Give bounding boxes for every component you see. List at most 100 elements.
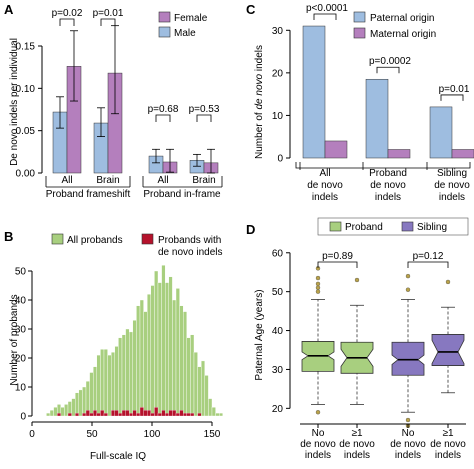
panel-b-bar-with-indels [179,410,184,417]
panel-d-ytick-label: 50 [272,287,284,298]
panel-b-bar-all [164,282,169,417]
panel-d-pvalue-bracket [407,261,449,268]
panel-c-bar-maternal [324,140,348,159]
panel-b-bar-all [118,337,123,417]
panel-b-bar-with-indels [154,407,159,417]
legend-label-female: Female [174,13,208,24]
panel-b-bar-all [186,337,191,417]
panel-b-bar-with-indels [111,410,115,417]
panel-b-bar-with-indels [103,412,108,417]
panel-c-pvalue: p=0.0002 [369,56,411,67]
panel-c-pvalue-bracket [440,94,464,101]
panel-c-ytick-label: 10 [272,111,284,122]
panel-c-xtick-label: indels [312,192,338,203]
panel-b-bar-with-indels [186,412,191,417]
panel-b-bar-with-indels [197,412,202,417]
panel-b-bar-all [157,282,162,417]
panel-d-outlier [405,417,411,423]
panel-b-bar-all [121,334,126,417]
panel-b-bar-with-indels [57,412,61,417]
panel-d-pvalue-bracket [317,261,358,268]
legend-swatch-sibling [401,221,414,232]
panel-b-bar-all [132,320,137,417]
panel-b-bar-all [114,346,119,417]
panel-c-ylabel-italic: de novo [254,73,265,109]
panel-b-bar-with-indels [114,410,119,417]
panel-d-xtick-label: ≥1 [442,428,453,439]
panel-d-xtick-label: No [402,428,415,439]
panel-a-pvalue: p=0.02 [52,8,83,19]
panel-b-xtick-label: 100 [144,429,161,440]
panel-d-outlier [315,410,321,415]
legend-swatch-with-indels [141,233,154,245]
panel-d-xtick-label: de novo [430,439,466,450]
legend-label-paternal: Paternal origin [370,13,434,24]
panel-b-bar-with-indels [82,412,87,417]
panel-b-bar-all [46,412,51,417]
panel-b-bar-all [215,412,220,417]
panel-c-chart: Number of de novo indels Paternal origin… [254,3,474,203]
panel-b-bar-with-indels [75,412,79,417]
panel-d-xtick-label: indels [435,450,461,461]
panel-d-outlier [315,285,321,290]
panel-a-group-frameshift: Proband frameshift [46,189,131,200]
panel-b-xtick-label: 0 [29,429,35,440]
panel-b-xtick-label: 150 [204,429,221,440]
legend-swatch-all-probands [51,233,64,245]
panel-b-bar-with-indels [150,412,155,417]
panel-b-ytick-label: 20 [15,354,27,365]
panel-c-xtick-label: indels [439,192,465,203]
panel-a-xtick-label: All [61,175,72,186]
panel-b-bar-all [125,328,130,417]
panel-b-bar-with-indels [183,412,187,417]
panel-b-bar-with-indels [129,412,133,417]
legend-swatch-male [158,26,171,38]
panel-b-ytick-label: 50 [15,267,27,278]
panel-b-bar-all [161,265,166,417]
panel-d-xtick-label: de novo [300,439,336,450]
panel-b-bar-all [60,407,65,417]
panel-c-xtick-label: Sibling [437,168,467,179]
panel-b-chart: Number of probands Full-scale IQ All pro… [9,233,223,462]
panel-d-ytick-label: 30 [272,365,284,376]
panel-a-legend: Female Male [158,11,208,39]
panel-a-chart: De novo indels per individual Female Mal… [9,8,223,200]
panel-b-bar-all [200,360,205,417]
panel-b-bar-with-indels [93,410,97,417]
panel-c-ytick-label: 0 [277,154,283,165]
panel-label-c: C [246,2,256,17]
panel-b-bar-all [182,311,187,417]
panel-b-bar-all [53,407,58,417]
legend-label-proband: Proband [345,222,383,233]
panel-a-pvalue-bracket [100,18,116,26]
panel-b-bar-all [136,305,141,417]
panel-b-bar-all [211,407,216,417]
panel-a-group-bracket [142,176,223,188]
panel-a-pvalue: p=0.53 [189,104,220,115]
panel-b-bar-all [71,398,76,417]
panel-c-ytick-label: 20 [272,68,284,79]
panel-label-a: A [4,2,14,17]
panel-b-bar-all [143,311,148,417]
panel-b-bar-all [78,389,83,417]
panel-b-bar-with-indels [136,412,141,417]
panel-c-legend: Paternal origin Maternal origin [353,11,436,40]
panel-b-ytick-label: 0 [20,412,26,423]
panel-b-xtick-label: 50 [86,429,98,440]
panel-b-bar-with-indels [143,410,148,417]
panel-d-box [431,334,465,366]
panel-d-ytick-label: 40 [272,326,284,337]
panel-b-bar-all [179,305,184,417]
panel-d-outlier [315,289,321,294]
panel-b-ytick-label: 30 [15,325,27,336]
panel-d-ytick-label: 60 [272,248,284,259]
legend-label-with-indels-line1: Probands with [158,235,221,246]
panel-d-box [391,341,425,376]
panel-c-bar-maternal [387,149,411,159]
panel-b-bar-with-indels [157,412,162,417]
panel-a-pvalue-bracket [196,114,212,122]
legend-label-sibling: Sibling [417,222,447,233]
panel-d-chart: Paternal Age (years) Proband Sibling 20 3… [254,217,469,461]
panel-c-pvalue-bracket [376,66,400,74]
panel-label-b: B [4,229,13,244]
